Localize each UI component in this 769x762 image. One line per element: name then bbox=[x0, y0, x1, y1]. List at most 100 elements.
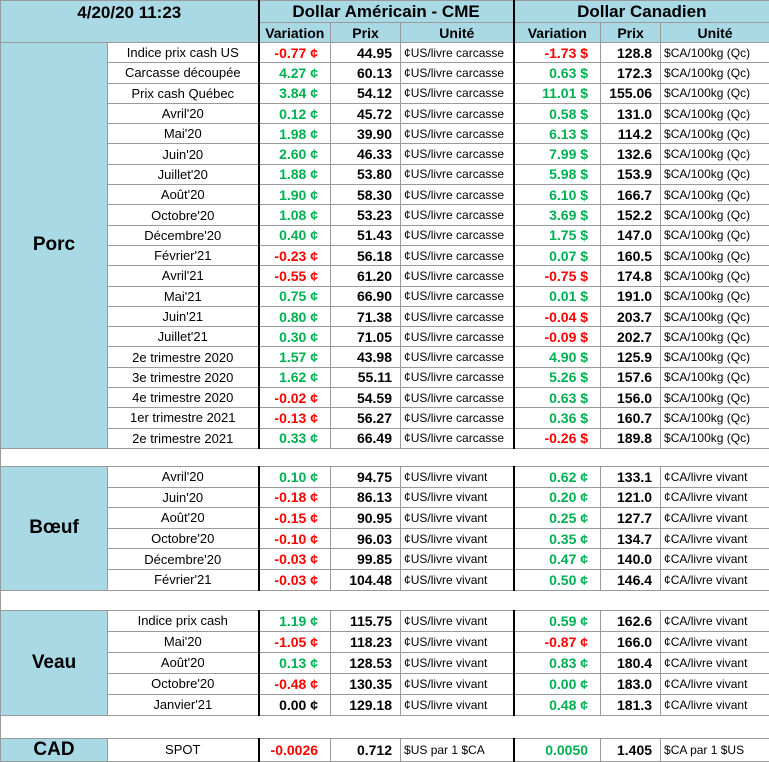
price-us: 96.03 bbox=[331, 528, 401, 549]
unit-ca: $CA/100kg (Qc) bbox=[661, 63, 769, 83]
row-label: Août'20 bbox=[108, 185, 259, 205]
variation-us: 3.84 ¢ bbox=[259, 83, 331, 103]
variation-ca: -1.73 $ bbox=[514, 43, 601, 63]
price-us: 90.95 bbox=[331, 508, 401, 529]
price-us: 66.90 bbox=[331, 286, 401, 306]
price-us: 129.18 bbox=[331, 694, 401, 715]
variation-us: -0.03 ¢ bbox=[259, 549, 331, 570]
variation-us: -0.0026 bbox=[259, 738, 331, 761]
price-ca: 166.7 bbox=[601, 185, 661, 205]
unit-ca: ¢CA/livre vivant bbox=[661, 549, 769, 570]
variation-us: 0.12 ¢ bbox=[259, 103, 331, 123]
unit-ca: ¢CA/livre vivant bbox=[661, 694, 769, 715]
variation-us: -0.55 ¢ bbox=[259, 266, 331, 286]
variation-ca: 11.01 $ bbox=[514, 83, 601, 103]
row-label: Indice prix cash US bbox=[108, 43, 259, 63]
price-ca: 202.7 bbox=[601, 327, 661, 347]
row-label: Juin'20 bbox=[108, 487, 259, 508]
spacer-row bbox=[1, 448, 769, 466]
row-label: Août'20 bbox=[108, 652, 259, 673]
unit-us: ¢US/livre carcasse bbox=[401, 428, 514, 448]
unit-ca: $CA/100kg (Qc) bbox=[661, 408, 769, 428]
row-label: Octobre'20 bbox=[108, 673, 259, 694]
unit-ca: $CA/100kg (Qc) bbox=[661, 103, 769, 123]
unit-us: ¢US/livre carcasse bbox=[401, 205, 514, 225]
price-us: 115.75 bbox=[331, 610, 401, 631]
price-us: 54.59 bbox=[331, 388, 401, 408]
price-us: 94.75 bbox=[331, 466, 401, 487]
price-ca: 132.6 bbox=[601, 144, 661, 164]
unit-us: $US par 1 $CA bbox=[401, 738, 514, 761]
variation-ca: 7.99 $ bbox=[514, 144, 601, 164]
row-label: Juin'20 bbox=[108, 144, 259, 164]
row-label: Mai'20 bbox=[108, 631, 259, 652]
price-us: 43.98 bbox=[331, 347, 401, 367]
row-label: Octobre'20 bbox=[108, 528, 259, 549]
price-ca: 180.4 bbox=[601, 652, 661, 673]
timestamp: 4/20/20 11:23 bbox=[1, 1, 259, 43]
group-label: Veau bbox=[1, 610, 108, 715]
unit-us: ¢US/livre carcasse bbox=[401, 103, 514, 123]
variation-ca: 5.26 $ bbox=[514, 367, 601, 387]
unit-us: ¢US/livre vivant bbox=[401, 694, 514, 715]
unit-ca: $CA/100kg (Qc) bbox=[661, 43, 769, 63]
unit-us: ¢US/livre carcasse bbox=[401, 144, 514, 164]
row-label: 2e trimestre 2021 bbox=[108, 428, 259, 448]
variation-ca: -0.26 $ bbox=[514, 428, 601, 448]
data-row: Mai'20-1.05 ¢118.23¢US/livre vivant-0.87… bbox=[1, 631, 769, 652]
variation-us: -0.77 ¢ bbox=[259, 43, 331, 63]
unit-us: ¢US/livre vivant bbox=[401, 673, 514, 694]
row-label: 3e trimestre 2020 bbox=[108, 367, 259, 387]
unit-us: ¢US/livre carcasse bbox=[401, 306, 514, 326]
spacer-cell bbox=[1, 715, 769, 738]
variation-us: -0.18 ¢ bbox=[259, 487, 331, 508]
price-ca: 153.9 bbox=[601, 164, 661, 184]
unit-ca: ¢CA/livre vivant bbox=[661, 569, 769, 590]
price-ca: 162.6 bbox=[601, 610, 661, 631]
row-label: Juillet'21 bbox=[108, 327, 259, 347]
variation-us: 0.13 ¢ bbox=[259, 652, 331, 673]
data-row: Avril'21-0.55 ¢61.20¢US/livre carcasse-0… bbox=[1, 266, 769, 286]
variation-us: 0.30 ¢ bbox=[259, 327, 331, 347]
row-label: Juillet'20 bbox=[108, 164, 259, 184]
spacer-cell bbox=[1, 448, 769, 466]
variation-us: -0.02 ¢ bbox=[259, 388, 331, 408]
unit-ca: $CA/100kg (Qc) bbox=[661, 286, 769, 306]
spacer-row bbox=[1, 590, 769, 610]
unit-us: ¢US/livre carcasse bbox=[401, 83, 514, 103]
variation-ca: -0.75 $ bbox=[514, 266, 601, 286]
data-row: Février'21-0.23 ¢56.18¢US/livre carcasse… bbox=[1, 245, 769, 265]
unit-ca: $CA/100kg (Qc) bbox=[661, 266, 769, 286]
price-us: 66.49 bbox=[331, 428, 401, 448]
price-ca: 121.0 bbox=[601, 487, 661, 508]
price-ca: 157.6 bbox=[601, 367, 661, 387]
row-label: Avril'20 bbox=[108, 103, 259, 123]
row-label: Carcasse découpée bbox=[108, 63, 259, 83]
variation-us: 1.62 ¢ bbox=[259, 367, 331, 387]
price-ca: 155.06 bbox=[601, 83, 661, 103]
price-us: 53.80 bbox=[331, 164, 401, 184]
price-ca: 189.8 bbox=[601, 428, 661, 448]
price-ca: 131.0 bbox=[601, 103, 661, 123]
variation-us: 1.90 ¢ bbox=[259, 185, 331, 205]
unit-ca: ¢CA/livre vivant bbox=[661, 631, 769, 652]
price-us: 39.90 bbox=[331, 124, 401, 144]
unit-ca: $CA/100kg (Qc) bbox=[661, 367, 769, 387]
unit-ca: $CA/100kg (Qc) bbox=[661, 428, 769, 448]
price-ca: 183.0 bbox=[601, 673, 661, 694]
group-label: Bœuf bbox=[1, 466, 108, 590]
unit-ca: $CA/100kg (Qc) bbox=[661, 225, 769, 245]
unit-us: ¢US/livre carcasse bbox=[401, 63, 514, 83]
